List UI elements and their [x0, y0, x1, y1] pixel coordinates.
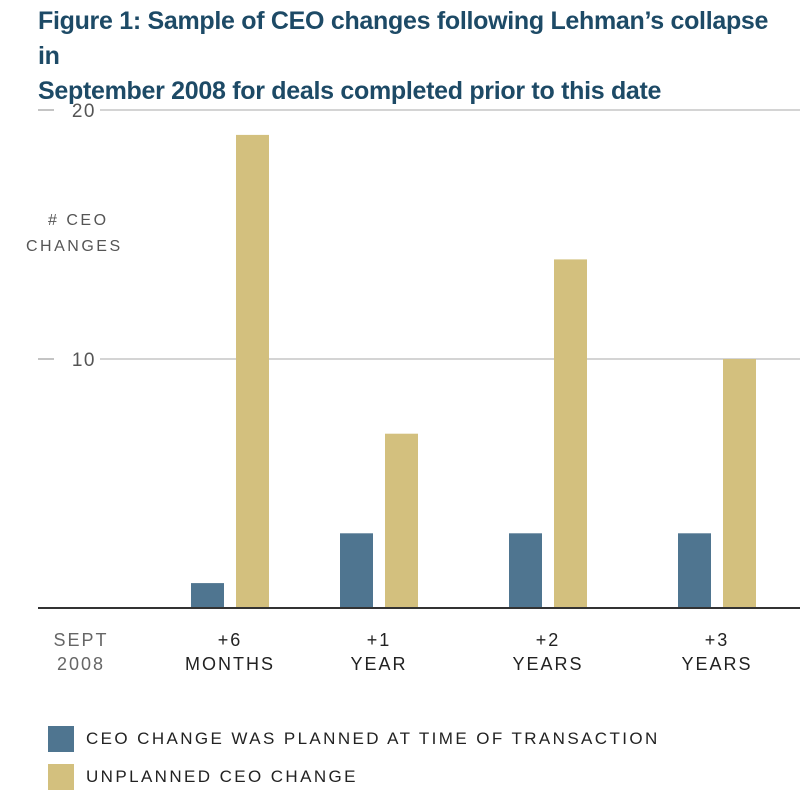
x-tick-label-line-1: +1 [366, 630, 392, 650]
x-tick-label-line-1: +3 [704, 630, 730, 650]
y-axis-title-line-1: # CEO [48, 212, 109, 229]
chart-title-line-1: Figure 1: Sample of CEO changes followin… [38, 7, 769, 70]
bar-unplanned [236, 134, 269, 608]
bar-chart: 10 20 [38, 101, 800, 609]
x-origin-label-line-1: SEPT [53, 630, 109, 650]
bar-planned [340, 533, 373, 608]
x-tick-label-line-1: +2 [535, 630, 561, 650]
legend-item-planned: CEO CHANGE WAS PLANNED AT TIME OF TRANSA… [48, 720, 660, 758]
legend-swatch-unplanned [48, 764, 74, 790]
x-tick-label: +2 YEARS [488, 628, 608, 676]
x-origin-label-line-2: 2008 [56, 654, 106, 674]
x-origin-label: SEPT 2008 [36, 628, 126, 676]
legend-item-unplanned: UNPLANNED CEO CHANGE [48, 758, 660, 796]
bar-unplanned [723, 359, 756, 608]
legend: CEO CHANGE WAS PLANNED AT TIME OF TRANSA… [48, 720, 660, 796]
chart-title-line-2: September 2008 for deals completed prior… [38, 77, 662, 105]
bar-planned [191, 583, 224, 608]
x-tick-label: +1 YEAR [319, 628, 439, 676]
x-tick-label-line-2: YEAR [350, 654, 408, 674]
legend-label-planned: CEO CHANGE WAS PLANNED AT TIME OF TRANSA… [86, 729, 660, 748]
bar-unplanned [554, 259, 587, 608]
bar-planned [678, 533, 711, 608]
x-tick-label-line-2: YEARS [512, 654, 584, 674]
bars [191, 134, 756, 608]
legend-swatch-planned [48, 726, 74, 752]
x-tick-label-line-2: MONTHS [185, 654, 275, 674]
bar-unplanned [385, 433, 418, 608]
x-tick-label-line-2: YEARS [681, 654, 753, 674]
chart-title: Figure 1: Sample of CEO changes followin… [38, 4, 778, 109]
x-tick-label: +6 MONTHS [170, 628, 290, 676]
gridlines: 10 20 [38, 101, 800, 371]
y-tick-label: 10 [72, 350, 96, 371]
x-tick-label: +3 YEARS [657, 628, 777, 676]
bar-planned [509, 533, 542, 608]
y-axis-title: # CEO CHANGES [26, 208, 136, 260]
y-axis-title-line-2: CHANGES [26, 238, 123, 255]
y-tick-label: 20 [72, 101, 96, 122]
legend-label-unplanned: UNPLANNED CEO CHANGE [86, 767, 358, 786]
x-tick-label-line-1: +6 [217, 630, 243, 650]
